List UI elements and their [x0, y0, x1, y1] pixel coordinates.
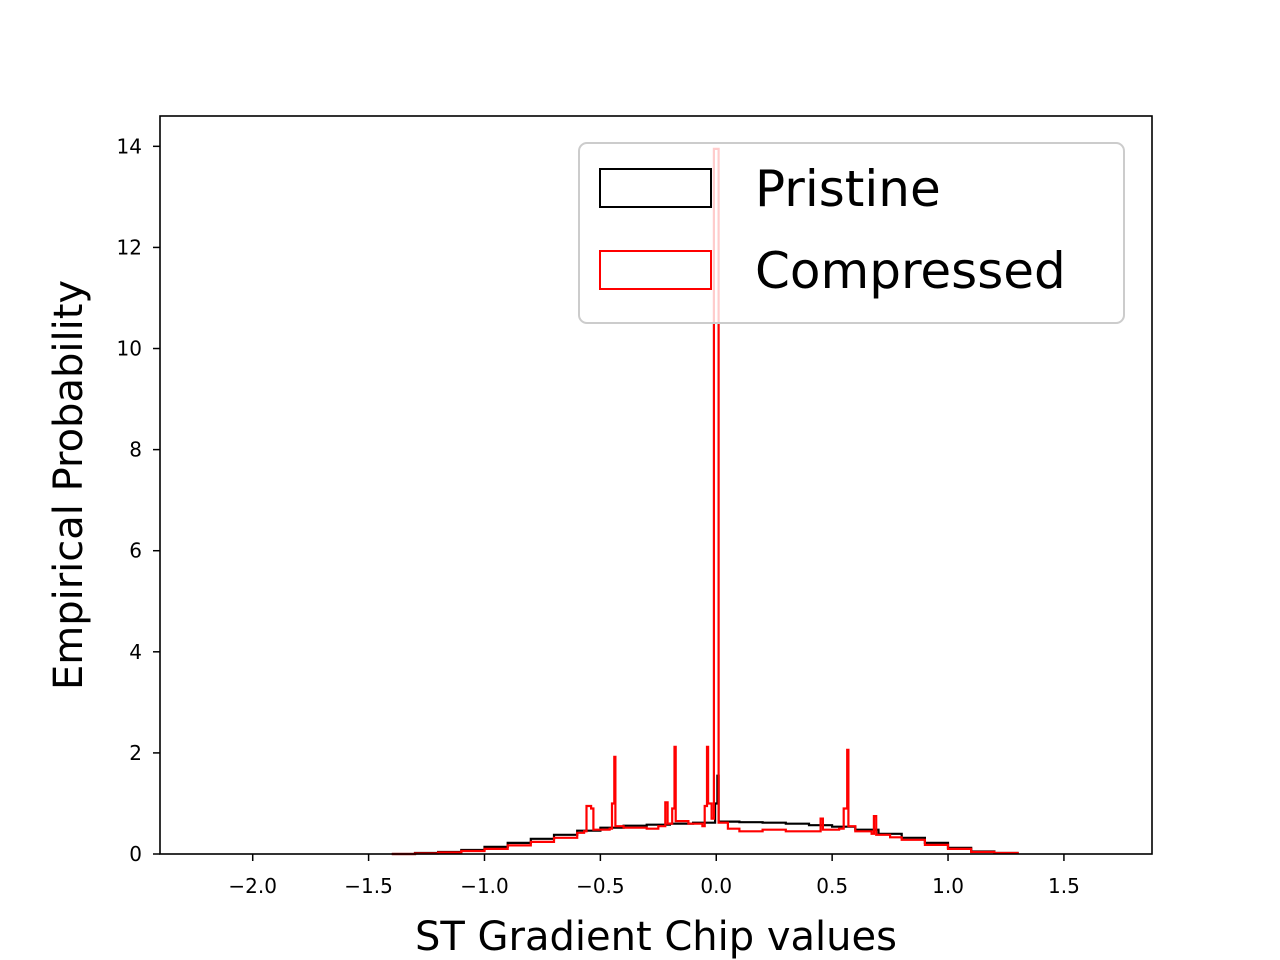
- y-axis-label: Empirical Probability: [46, 280, 92, 690]
- x-tick-label: −1.5: [344, 874, 393, 898]
- plot-area: [391, 147, 1019, 856]
- x-tick-label: −0.5: [576, 874, 625, 898]
- y-tick-label: 2: [129, 741, 142, 765]
- x-tick-label: 0.5: [816, 874, 848, 898]
- axes-frame: [159, 115, 1153, 855]
- x-tick-label: −2.0: [228, 874, 277, 898]
- x-tick-label: 0.0: [700, 874, 732, 898]
- legend-label-pristine: Pristine: [755, 160, 941, 218]
- x-tick-label: −1.0: [460, 874, 509, 898]
- x-axis-label: ST Gradient Chip values: [415, 914, 897, 960]
- legend-label-compressed: Compressed: [755, 242, 1066, 300]
- y-tick-label: 0: [129, 842, 142, 866]
- y-tick-label: 8: [129, 438, 142, 462]
- y-axis-ticks: 0 2 4 6 8 10 12 14: [117, 134, 160, 866]
- y-tick-label: 6: [129, 539, 142, 563]
- legend-swatch-compressed: [599, 250, 712, 290]
- x-tick-label: 1.0: [932, 874, 964, 898]
- legend: Pristine Compressed: [578, 142, 1125, 324]
- legend-box: [578, 142, 1125, 324]
- series-line-compressed: [391, 147, 1019, 856]
- x-axis-ticks: −2.0 −1.5 −1.0 −0.5 0.0 0.5 1.0 1.5: [228, 854, 1080, 898]
- y-tick-label: 14: [117, 134, 142, 158]
- legend-swatch-pristine: [599, 168, 712, 208]
- y-tick-label: 4: [129, 640, 142, 664]
- y-tick-label: 10: [117, 337, 142, 361]
- y-tick-label: 12: [117, 235, 142, 259]
- x-tick-label: 1.5: [1048, 874, 1080, 898]
